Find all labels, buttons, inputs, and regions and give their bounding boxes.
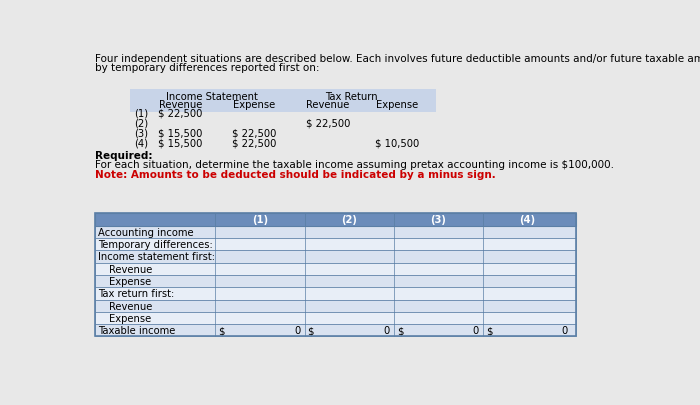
Text: (3): (3) xyxy=(430,215,446,225)
Bar xyxy=(95,214,575,337)
Text: (4): (4) xyxy=(519,215,536,225)
Text: Expense: Expense xyxy=(233,99,275,109)
Text: (2): (2) xyxy=(341,215,357,225)
Text: Income Statement: Income Statement xyxy=(166,92,258,102)
Text: Note: Amounts to be deducted should be indicated by a minus sign.: Note: Amounts to be deducted should be i… xyxy=(95,169,496,179)
Text: $: $ xyxy=(307,326,314,335)
Text: Temporary differences:: Temporary differences: xyxy=(98,239,213,249)
Text: Revenue: Revenue xyxy=(159,99,202,109)
Text: Tax Return: Tax Return xyxy=(325,92,377,102)
Text: Four independent situations are described below. Each involves future deductible: Four independent situations are describe… xyxy=(95,54,700,64)
Text: $ 22,500: $ 22,500 xyxy=(232,139,276,149)
Text: (2): (2) xyxy=(134,119,148,128)
Bar xyxy=(95,275,575,288)
Bar xyxy=(95,288,575,300)
Text: $ 22,500: $ 22,500 xyxy=(232,128,276,139)
Text: Expense: Expense xyxy=(109,276,151,286)
Text: $ 10,500: $ 10,500 xyxy=(375,139,419,149)
Text: Required:: Required: xyxy=(95,151,153,161)
Bar xyxy=(95,324,575,337)
Text: Expense: Expense xyxy=(109,313,151,323)
Text: (3): (3) xyxy=(134,128,148,139)
Text: Income statement first:: Income statement first: xyxy=(98,252,216,262)
Bar xyxy=(95,226,575,238)
Text: Accounting income: Accounting income xyxy=(98,227,194,237)
Text: Tax return first:: Tax return first: xyxy=(98,289,174,298)
Text: $ 22,500: $ 22,500 xyxy=(306,119,350,128)
Bar xyxy=(95,300,575,312)
Bar xyxy=(130,90,436,113)
Text: Revenue: Revenue xyxy=(109,264,153,274)
Bar xyxy=(95,214,575,226)
Text: $ 15,500: $ 15,500 xyxy=(158,128,203,139)
Text: $: $ xyxy=(397,326,403,335)
Text: For each situation, determine the taxable income assuming pretax accounting inco: For each situation, determine the taxabl… xyxy=(95,160,615,170)
Text: $ 22,500: $ 22,500 xyxy=(158,109,203,119)
Text: 0: 0 xyxy=(295,326,300,335)
Text: by temporary differences reported first on:: by temporary differences reported first … xyxy=(95,62,320,72)
Text: 0: 0 xyxy=(384,326,390,335)
Bar xyxy=(95,263,575,275)
Text: Revenue: Revenue xyxy=(109,301,153,311)
Text: Taxable income: Taxable income xyxy=(98,326,176,335)
Bar xyxy=(95,238,575,251)
Text: $: $ xyxy=(486,326,492,335)
Text: (4): (4) xyxy=(134,139,148,149)
Text: 0: 0 xyxy=(561,326,568,335)
Text: Expense: Expense xyxy=(377,99,419,109)
Text: (1): (1) xyxy=(134,109,148,119)
Text: (1): (1) xyxy=(252,215,268,225)
Bar xyxy=(95,251,575,263)
Text: $: $ xyxy=(218,326,225,335)
Bar xyxy=(95,312,575,324)
Text: Revenue: Revenue xyxy=(306,99,349,109)
Text: $ 15,500: $ 15,500 xyxy=(158,139,203,149)
Text: 0: 0 xyxy=(473,326,479,335)
